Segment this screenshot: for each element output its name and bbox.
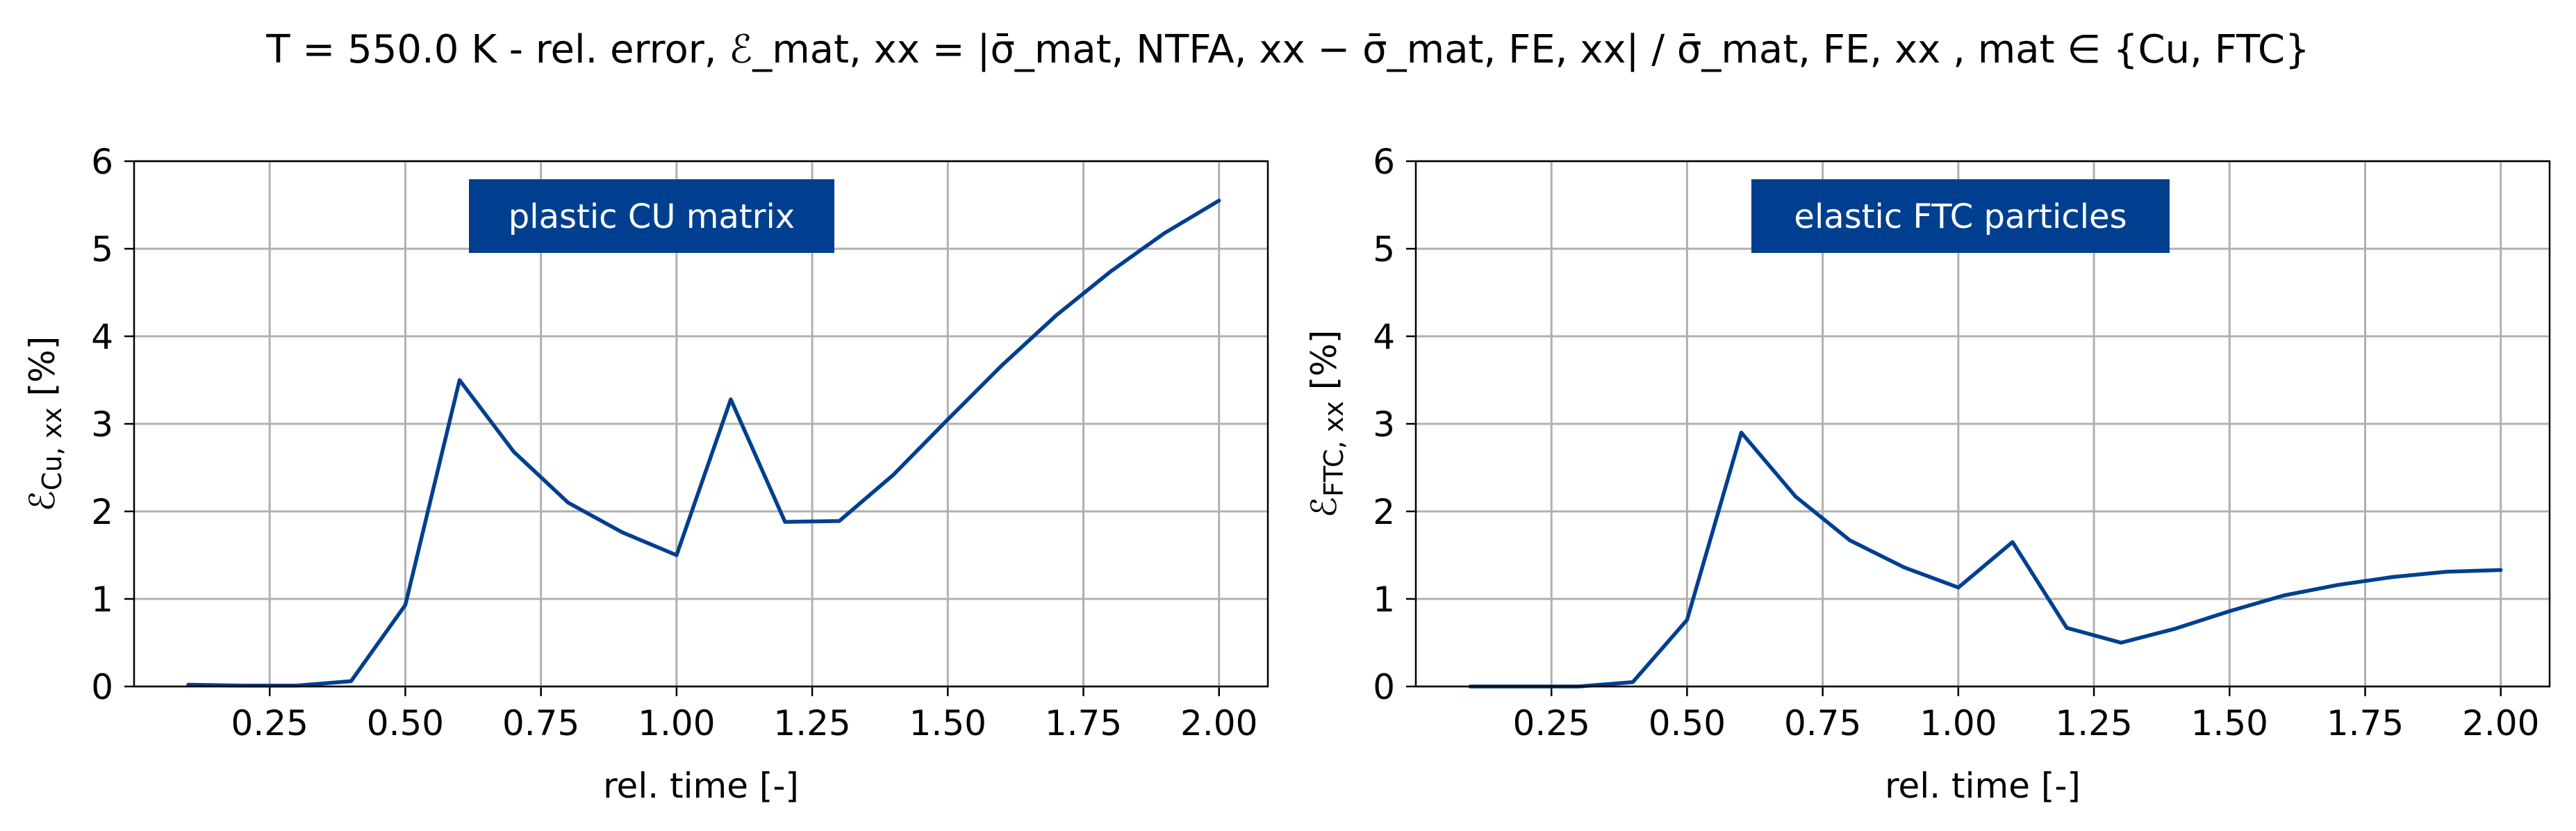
right-x-tick-label: 1.50 — [2191, 703, 2268, 743]
right-x-tick-label: 1.25 — [2055, 703, 2132, 743]
right-x-tick-label: 1.00 — [1919, 703, 1997, 743]
left-x-tick-label: 0.50 — [367, 703, 444, 743]
right-y-tick-label: 5 — [1373, 229, 1395, 270]
left-x-tick-label: 1.75 — [1045, 703, 1122, 743]
right-y-axis-symbol: ℰ — [1304, 497, 1344, 518]
left-y-tick-label: 5 — [91, 229, 113, 270]
right-y-tick-label: 3 — [1373, 404, 1395, 445]
left-y-tick-label: 2 — [91, 492, 113, 532]
right-series-line — [1468, 430, 2503, 689]
left-x-tick-label: 2.00 — [1180, 703, 1257, 743]
left-y-tick-label: 4 — [91, 317, 113, 357]
left-y-axis-subscript: Cu, xx — [37, 407, 67, 491]
right-chart-panel: 0.25 0.50 0.75 1.00 1.25 1.50 1.75 2.00 0 1 2 3 4 5 6 e… — [1304, 142, 2551, 806]
right-x-tick-label: 2.00 — [2462, 703, 2539, 743]
right-y-axis-label: ℰFTC, xx [%] — [1304, 330, 1349, 518]
figure-title: T = 550.0 K - rel. error, ℰ_mat, xx = |σ… — [265, 27, 2309, 72]
right-x-tick-label: 1.75 — [2327, 703, 2404, 743]
left-x-tick-label: 1.25 — [773, 703, 850, 743]
figure-title-formula: ℰ_mat, xx = |σ̄_mat, NTFA, xx − σ̄_mat, … — [729, 27, 1940, 72]
left-y-tick-label: 3 — [91, 404, 113, 445]
right-x-tick-label: 0.25 — [1513, 703, 1590, 743]
left-chart-panel: 0.25 0.50 0.75 1.00 1.25 1.50 1.75 2.00 0 1 2 3 4 5 6 p… — [22, 142, 1269, 806]
left-x-tick-label: 1.50 — [909, 703, 986, 743]
left-y-tick-label: 1 — [91, 579, 113, 620]
left-annotation-label: plastic CU matrix — [509, 197, 795, 236]
left-axes-frame — [133, 160, 1269, 688]
right-y-tick-label: 6 — [1373, 142, 1395, 182]
right-y-tick-label: 0 — [1373, 667, 1395, 707]
right-y-tick-label: 2 — [1373, 492, 1395, 532]
left-y-tick-label: 0 — [91, 667, 113, 707]
right-axes-frame — [1414, 160, 2551, 688]
left-y-axis-symbol: ℰ — [22, 491, 63, 511]
figure-title-lead: T = 550.0 K - rel. error, — [265, 27, 716, 72]
left-series-line — [186, 198, 1221, 688]
right-y-tick-label: 4 — [1373, 317, 1395, 357]
left-x-tick-label: 0.75 — [502, 703, 579, 743]
figure-title-tail: , mat ∈ {Cu, FTC} — [1953, 27, 2310, 72]
left-x-axis-label: rel. time [-] — [603, 766, 799, 806]
right-annotation-label: elastic FTC particles — [1794, 197, 2127, 236]
left-y-axis-unit: [%] — [22, 336, 63, 407]
right-y-axis-unit: [%] — [1304, 330, 1344, 401]
right-y-tick-label: 1 — [1373, 579, 1395, 620]
right-x-tick-label: 0.75 — [1784, 703, 1861, 743]
left-x-tick-label: 1.00 — [638, 703, 715, 743]
right-y-axis-subscript: FTC, xx — [1319, 401, 1349, 497]
left-annotation-box — [469, 179, 834, 253]
right-x-axis-label: rel. time [-] — [1885, 766, 2081, 806]
left-x-tick-label: 0.25 — [231, 703, 308, 743]
left-y-tick-label: 6 — [91, 142, 113, 182]
right-x-tick-label: 0.50 — [1649, 703, 1726, 743]
right-annotation-box — [1751, 179, 2170, 253]
left-y-axis-label: ℰCu, xx [%] — [22, 336, 67, 511]
